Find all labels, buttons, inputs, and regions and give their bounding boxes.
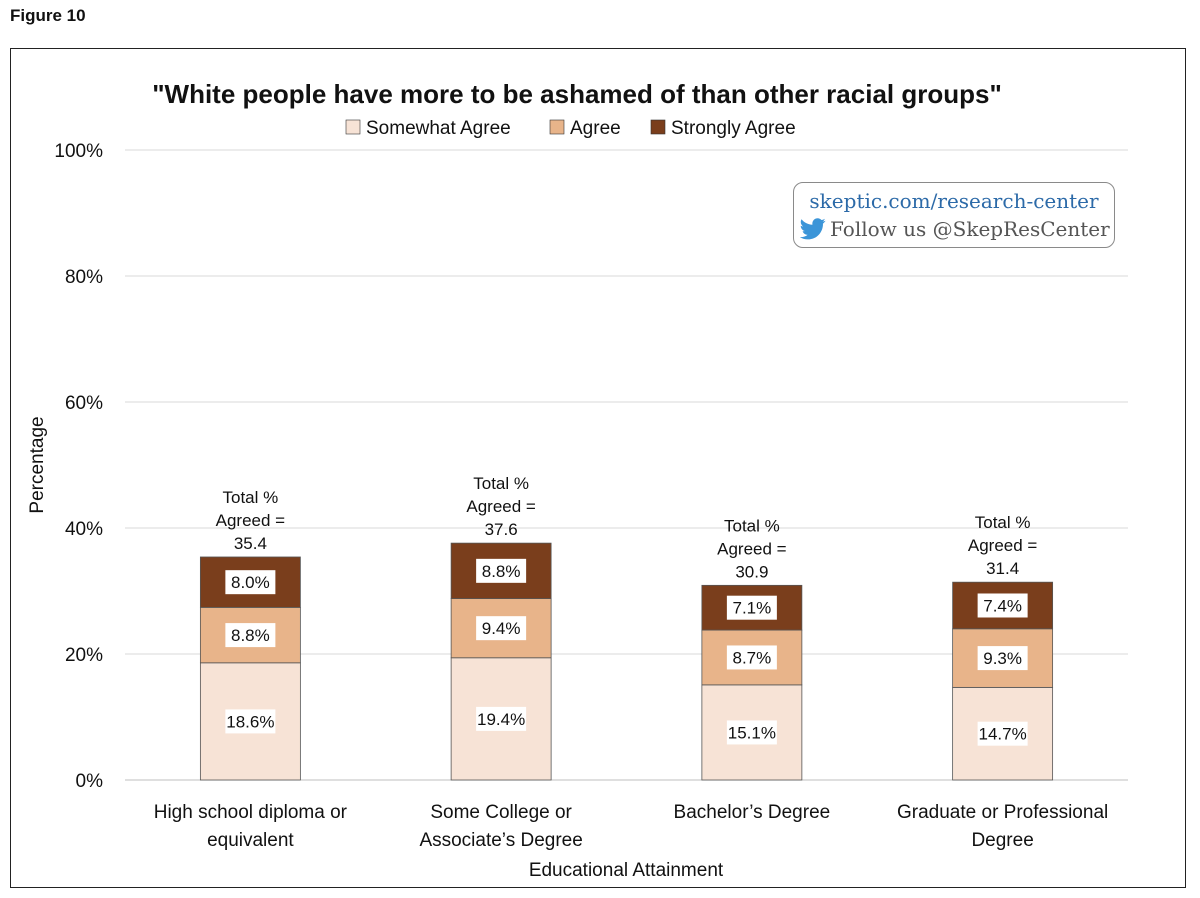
data-label: 8.0% (231, 573, 270, 592)
data-label: 7.4% (983, 596, 1022, 615)
legend-label: Strongly Agree (671, 118, 796, 139)
bar-segment (199, 662, 301, 781)
data-label-bg (225, 623, 276, 648)
total-annotation: Total % (724, 516, 780, 535)
total-annotation: 37.6 (485, 520, 518, 539)
y-tick-label: 0% (76, 771, 104, 792)
x-tick-label: Degree (971, 830, 1033, 851)
chart-frame (10, 48, 1186, 888)
data-label: 9.4% (482, 619, 521, 638)
data-label-bg (977, 593, 1028, 618)
total-annotation: Agreed = (216, 511, 286, 530)
data-label-bg (476, 558, 527, 583)
data-label: 14.7% (979, 725, 1027, 744)
badge-follow-line[interactable]: Follow us @SkepResCenter (799, 217, 1110, 241)
y-tick-label: 40% (65, 519, 103, 540)
data-label-bg (476, 616, 527, 641)
total-annotation: Total % (223, 488, 279, 507)
data-label: 8.7% (733, 648, 772, 667)
data-label: 9.3% (983, 649, 1022, 668)
total-annotation: Agreed = (717, 539, 787, 558)
y-tick-label: 100% (54, 141, 103, 162)
x-axis-label: Educational Attainment (529, 860, 724, 881)
data-label: 19.4% (477, 710, 525, 729)
badge-follow-text: Follow us @SkepResCenter (830, 217, 1110, 241)
y-tick-label: 60% (65, 393, 103, 414)
legend-swatch (650, 119, 666, 135)
legend-swatch (345, 119, 361, 135)
y-tick-label: 80% (65, 267, 103, 288)
data-label-bg (726, 645, 777, 670)
data-label: 18.6% (226, 712, 274, 731)
data-label: 15.1% (728, 723, 776, 742)
data-label-bg (225, 570, 276, 595)
data-label-bg (726, 720, 777, 745)
x-tick-label: High school diploma or (154, 802, 348, 823)
data-label: 8.8% (482, 562, 521, 581)
total-annotation: Total % (975, 513, 1031, 532)
data-label-bg (977, 721, 1028, 746)
y-axis-label: Percentage (27, 416, 48, 513)
legend-swatch (549, 119, 565, 135)
branding-badge[interactable]: skeptic.com/research-center Follow us @S… (793, 182, 1115, 248)
legend-label: Agree (570, 118, 621, 139)
total-annotation: 30.9 (735, 562, 768, 581)
chart-title: "White people have more to be ashamed of… (152, 79, 1002, 109)
y-tick-label: 20% (65, 645, 103, 666)
x-tick-label: equivalent (207, 830, 294, 851)
twitter-bird-icon (799, 218, 826, 240)
total-annotation: Agreed = (466, 497, 536, 516)
figure-label: Figure 10 (10, 6, 86, 25)
x-tick-label: Associate’s Degree (419, 830, 582, 851)
total-annotation: 31.4 (986, 559, 1019, 578)
total-annotation: Agreed = (968, 536, 1038, 555)
data-label: 8.8% (231, 626, 270, 645)
data-label-bg (225, 709, 276, 734)
legend-label: Somewhat Agree (366, 118, 511, 139)
data-label-bg (726, 595, 777, 620)
data-label-bg (977, 646, 1028, 671)
x-tick-label: Graduate or Professional (897, 802, 1108, 823)
total-annotation: Total % (473, 474, 529, 493)
badge-site-link[interactable]: skeptic.com/research-center (809, 189, 1099, 213)
data-label-bg (476, 706, 527, 731)
x-tick-label: Bachelor’s Degree (674, 802, 831, 823)
total-annotation: 35.4 (234, 534, 267, 553)
x-tick-label: Some College or (430, 802, 572, 823)
data-label: 7.1% (733, 599, 772, 618)
